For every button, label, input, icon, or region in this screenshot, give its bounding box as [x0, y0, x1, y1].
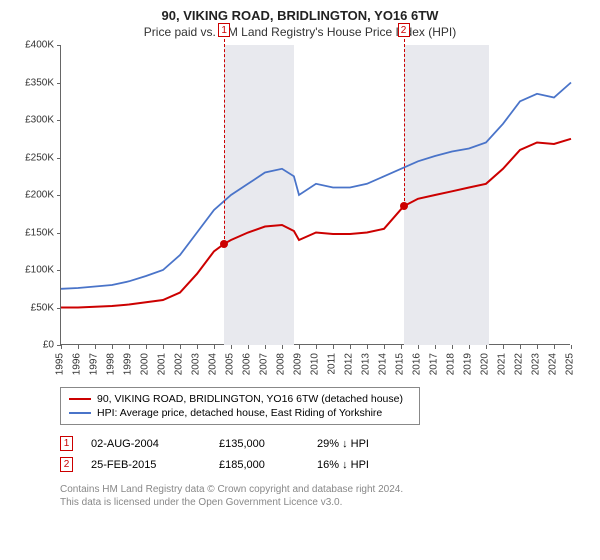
x-tick-label: 2025 — [565, 353, 576, 375]
x-tick-label: 1997 — [89, 353, 100, 375]
x-tick-label: 2018 — [446, 353, 457, 375]
y-tick — [57, 270, 61, 271]
legend-item-property: 90, VIKING ROAD, BRIDLINGTON, YO16 6TW (… — [69, 392, 411, 406]
y-tick-label: £250K — [25, 152, 54, 163]
line-series-svg — [61, 45, 571, 345]
event-pct: 16% ↓ HPI — [317, 459, 427, 471]
x-tick-label: 2006 — [242, 353, 253, 375]
chart-container: 90, VIKING ROAD, BRIDLINGTON, YO16 6TW P… — [0, 0, 600, 560]
x-tick-label: 2020 — [480, 353, 491, 375]
x-tick-label: 2017 — [429, 353, 440, 375]
x-tick-label: 2005 — [225, 353, 236, 375]
y-tick-label: £400K — [25, 40, 54, 51]
y-tick — [57, 83, 61, 84]
x-tick-label: 2003 — [191, 353, 202, 375]
x-tick-label: 2009 — [293, 353, 304, 375]
events-table: 1 02-AUG-2004 £135,000 29% ↓ HPI 2 25-FE… — [60, 433, 586, 475]
chart-marker-1: 1 — [218, 23, 230, 37]
x-tick-label: 2022 — [514, 353, 525, 375]
page-title: 90, VIKING ROAD, BRIDLINGTON, YO16 6TW — [14, 8, 586, 23]
x-tick-label: 2023 — [531, 353, 542, 375]
x-tick-label: 2013 — [361, 353, 372, 375]
y-tick — [57, 195, 61, 196]
event-price: £185,000 — [219, 459, 299, 471]
chart-marker-2: 2 — [398, 23, 410, 37]
x-tick-label: 2011 — [327, 353, 338, 375]
x-tick-label: 2010 — [310, 353, 321, 375]
y-tick-label: £0 — [43, 340, 54, 351]
chart-area: £0£50K£100K£150K£200K£250K£300K£350K£400… — [14, 45, 586, 385]
y-tick — [57, 158, 61, 159]
legend-swatch-hpi — [69, 412, 91, 414]
event-row: 2 25-FEB-2015 £185,000 16% ↓ HPI — [60, 454, 586, 475]
x-tick-label: 2019 — [463, 353, 474, 375]
x-tick-label: 1996 — [72, 353, 83, 375]
y-tick — [57, 45, 61, 46]
chart-marker-dot-2 — [400, 202, 408, 210]
event-price: £135,000 — [219, 438, 299, 450]
footer-line-2: This data is licensed under the Open Gov… — [60, 496, 586, 509]
plot-region: 12 — [60, 45, 570, 345]
x-tick — [571, 345, 572, 349]
chart-marker-line-1 — [224, 39, 225, 244]
x-tick-label: 1995 — [55, 353, 66, 375]
x-tick-label: 1999 — [123, 353, 134, 375]
y-tick-label: £50K — [31, 302, 54, 313]
chart-marker-line-2 — [404, 39, 405, 206]
chart-marker-dot-1 — [220, 240, 228, 248]
x-axis-labels: 1995199619971998199920002001200220032004… — [60, 349, 570, 389]
x-tick-label: 2000 — [140, 353, 151, 375]
y-tick-label: £350K — [25, 77, 54, 88]
x-tick-label: 2014 — [378, 353, 389, 375]
event-pct: 29% ↓ HPI — [317, 438, 427, 450]
series-hpi — [61, 83, 571, 289]
x-tick-label: 2002 — [174, 353, 185, 375]
y-tick — [57, 120, 61, 121]
x-tick-label: 2004 — [208, 353, 219, 375]
x-tick-label: 2007 — [259, 353, 270, 375]
x-tick-label: 2008 — [276, 353, 287, 375]
event-date: 25-FEB-2015 — [91, 459, 201, 471]
x-tick-label: 2012 — [344, 353, 355, 375]
y-tick-label: £300K — [25, 115, 54, 126]
legend-swatch-property — [69, 398, 91, 400]
y-tick-label: £100K — [25, 265, 54, 276]
y-tick — [57, 308, 61, 309]
y-tick — [57, 233, 61, 234]
page-subtitle: Price paid vs. HM Land Registry's House … — [14, 25, 586, 39]
x-tick-label: 2001 — [157, 353, 168, 375]
event-marker-2: 2 — [60, 457, 73, 472]
x-tick-label: 2024 — [548, 353, 559, 375]
series-property — [61, 139, 571, 308]
y-axis-labels: £0 £50K £100K £150K £200K £250K £300K £350K £400… — [14, 39, 58, 351]
legend-label-property: 90, VIKING ROAD, BRIDLINGTON, YO16 6TW (… — [97, 393, 403, 405]
footer-line-1: Contains HM Land Registry data © Crown c… — [60, 483, 586, 496]
legend-label-hpi: HPI: Average price, detached house, East… — [97, 407, 382, 419]
legend: 90, VIKING ROAD, BRIDLINGTON, YO16 6TW (… — [60, 387, 420, 425]
y-tick-label: £150K — [25, 227, 54, 238]
x-tick-label: 2021 — [497, 353, 508, 375]
event-marker-1: 1 — [60, 436, 73, 451]
x-tick-label: 2016 — [412, 353, 423, 375]
x-tick-label: 2015 — [395, 353, 406, 375]
event-date: 02-AUG-2004 — [91, 438, 201, 450]
legend-item-hpi: HPI: Average price, detached house, East… — [69, 406, 411, 420]
event-row: 1 02-AUG-2004 £135,000 29% ↓ HPI — [60, 433, 586, 454]
footer: Contains HM Land Registry data © Crown c… — [60, 483, 586, 509]
y-tick-label: £200K — [25, 190, 54, 201]
x-tick-label: 1998 — [106, 353, 117, 375]
